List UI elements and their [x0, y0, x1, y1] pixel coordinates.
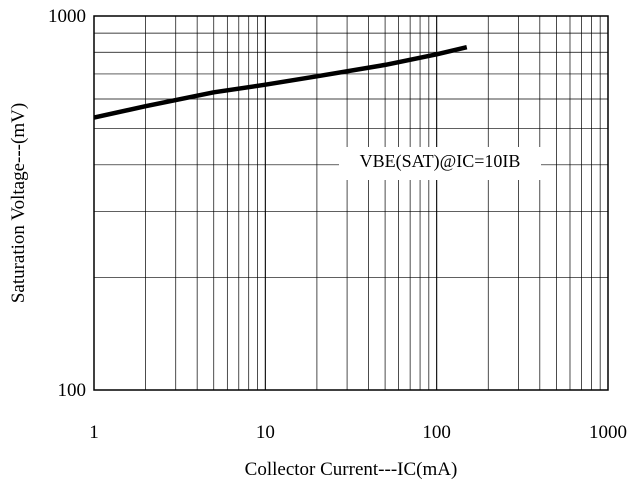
x-tick-label: 10	[256, 422, 275, 443]
y-tick-label: 100	[58, 380, 87, 401]
annotation-text: VBE(SAT)@IC=10IB	[360, 151, 521, 172]
grid-major	[264, 16, 438, 390]
y-tick-labels: 100 1000	[48, 6, 86, 401]
x-tick-label: 100	[422, 422, 451, 443]
y-axis-title: Saturation Voltage---(mV)	[8, 103, 29, 303]
x-axis-title: Collector Current---IC(mA)	[245, 459, 458, 480]
y-tick-label: 1000	[48, 6, 86, 27]
x-tick-label: 1	[89, 422, 99, 443]
grid-minor	[94, 16, 608, 390]
series-layer	[93, 45, 468, 120]
annotation-label: VBE(SAT)@IC=10IB	[339, 147, 541, 180]
series-line-0	[93, 45, 468, 120]
x-tick-labels: 1 10 100 1000	[89, 422, 627, 443]
plot-frame	[93, 15, 609, 391]
x-tick-label: 1000	[589, 422, 627, 443]
